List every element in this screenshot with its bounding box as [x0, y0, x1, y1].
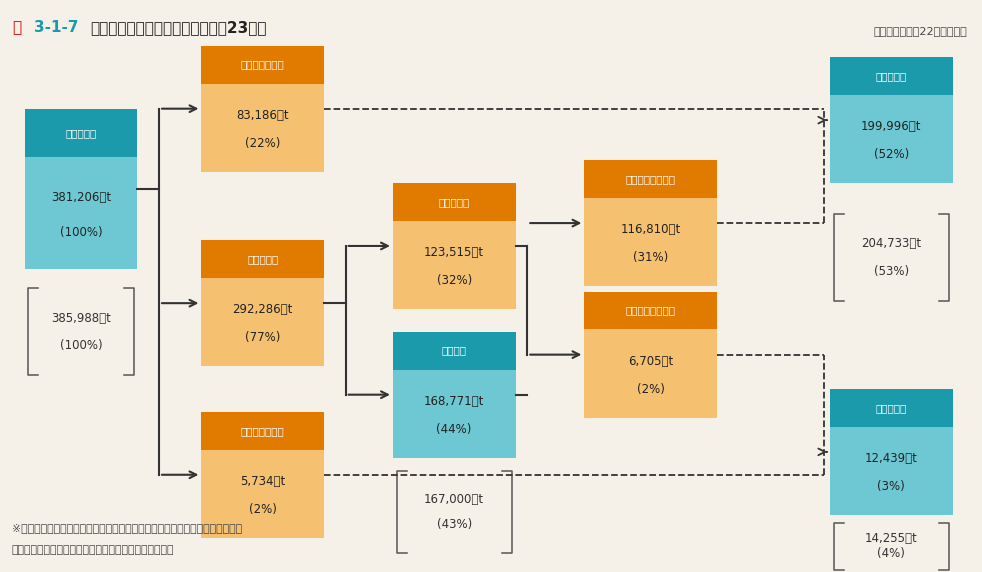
Bar: [201, 240, 324, 278]
Text: (53%): (53%): [874, 265, 908, 277]
Bar: [830, 389, 953, 427]
Text: 中間処理量: 中間処理量: [247, 254, 278, 264]
Text: 資料：環境省「産業廃棄物排出・処理状況調査報告書」: 資料：環境省「産業廃棄物排出・処理状況調査報告書」: [12, 545, 174, 555]
Bar: [584, 292, 717, 329]
Text: 処理残渣量: 処理残渣量: [439, 197, 469, 207]
Bar: [393, 370, 516, 458]
Text: 5,734千t: 5,734千t: [240, 475, 286, 488]
Text: (2%): (2%): [248, 503, 277, 516]
Bar: [201, 412, 324, 450]
Text: 12,439千t: 12,439千t: [865, 452, 917, 465]
Text: 最終処分量: 最終処分量: [876, 403, 906, 413]
Text: (4%): (4%): [877, 547, 905, 561]
Bar: [393, 183, 516, 221]
Bar: [830, 95, 953, 183]
Text: (22%): (22%): [245, 137, 281, 150]
Text: ［　］内は平成22年度の数値: ［ ］内は平成22年度の数値: [874, 26, 967, 35]
Bar: [25, 109, 137, 157]
Text: 123,515千t: 123,515千t: [424, 246, 484, 259]
Text: (100%): (100%): [60, 339, 102, 352]
Bar: [25, 157, 137, 269]
Text: 直接再生利用量: 直接再生利用量: [241, 59, 285, 70]
Text: 14,255千t: 14,255千t: [865, 532, 917, 545]
Text: 減量化量: 減量化量: [442, 345, 466, 356]
Text: 6,705千t: 6,705千t: [627, 355, 674, 368]
Bar: [201, 450, 324, 538]
Text: (32%): (32%): [437, 274, 471, 287]
Text: 図: 図: [12, 20, 21, 35]
Text: (3%): (3%): [877, 480, 905, 493]
Text: 116,810千t: 116,810千t: [621, 223, 681, 236]
Bar: [830, 57, 953, 95]
Bar: [393, 332, 516, 370]
Text: 再生利用量: 再生利用量: [876, 71, 906, 81]
Text: (43%): (43%): [437, 518, 471, 531]
Text: 168,771千t: 168,771千t: [424, 395, 484, 408]
Text: 204,733千t: 204,733千t: [861, 237, 921, 250]
Text: 292,286千t: 292,286千t: [233, 303, 293, 316]
Text: 産業廃棄物の処理の流れ（平成23年）: 産業廃棄物の処理の流れ（平成23年）: [90, 20, 267, 35]
Text: 排　出　量: 排 出 量: [66, 128, 96, 138]
Text: 3-1-7: 3-1-7: [34, 20, 79, 35]
Text: (52%): (52%): [874, 148, 908, 161]
Text: 167,000千t: 167,000千t: [424, 492, 484, 506]
Text: 381,206千t: 381,206千t: [51, 190, 111, 204]
Bar: [584, 160, 717, 198]
Text: (31%): (31%): [633, 251, 668, 264]
Bar: [584, 198, 717, 286]
Text: 処理後再生利用量: 処理後再生利用量: [626, 174, 676, 184]
Text: (2%): (2%): [636, 383, 665, 396]
Text: (44%): (44%): [436, 423, 472, 436]
Text: (77%): (77%): [245, 331, 281, 344]
Bar: [830, 427, 953, 515]
Bar: [584, 329, 717, 418]
Bar: [201, 46, 324, 84]
Text: ※各項目量は、四捨五入して表示しているため、収支が合わない場合がある。: ※各項目量は、四捨五入して表示しているため、収支が合わない場合がある。: [12, 523, 242, 533]
Text: (100%): (100%): [60, 227, 102, 240]
Text: 385,988千t: 385,988千t: [51, 312, 111, 324]
Text: 直接最終処分量: 直接最終処分量: [241, 426, 285, 436]
Text: 83,186千t: 83,186千t: [237, 109, 289, 122]
Text: 199,996千t: 199,996千t: [861, 120, 921, 133]
Bar: [393, 221, 516, 309]
Bar: [201, 84, 324, 172]
Bar: [201, 278, 324, 366]
Text: 処理後最終処分量: 処理後最終処分量: [626, 305, 676, 316]
